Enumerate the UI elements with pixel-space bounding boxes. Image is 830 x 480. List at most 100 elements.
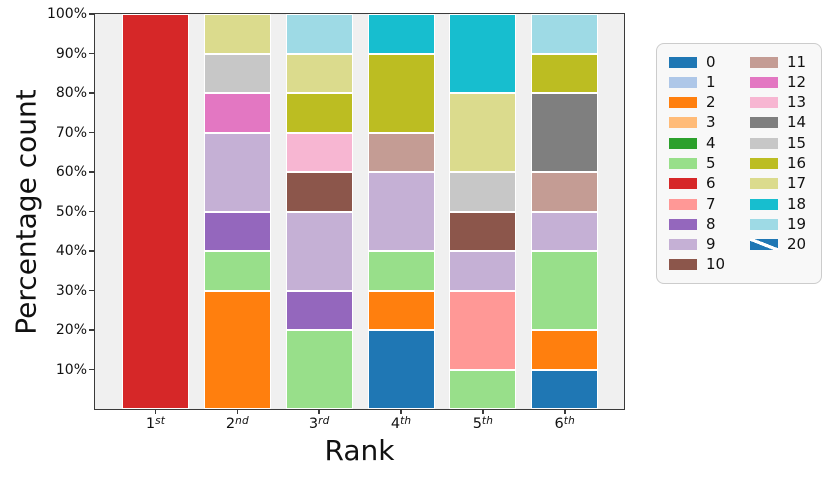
x-tick-label: 2nd [225,415,249,432]
legend-swatch [750,117,778,129]
legend-item: 18 [750,194,813,213]
bar-segment [449,172,517,212]
legend-label: 15 [787,133,807,152]
legend-label: 1 [706,72,716,91]
legend-label: 12 [787,72,807,91]
legend-swatch [750,178,778,190]
legend-item: 16 [750,155,813,171]
legend-item: 11 [750,52,813,71]
legend-item: 13 [750,95,813,110]
bar-segment [203,14,271,54]
y-tick-mark [89,289,95,292]
bar-segment [285,132,353,172]
y-tick-mark [89,250,95,252]
legend-item: 8 [669,216,750,232]
y-tick-label: 80% [55,85,87,101]
legend-label: 0 [706,52,716,71]
legend-item: 2 [669,95,750,110]
y-tick-mark [89,131,95,134]
legend-item: 4 [669,133,750,152]
bar-segment [122,14,189,409]
legend-label: 11 [787,52,807,71]
legend: 0 1 2 3 4 5 6 7 8 9 10 11 12 13 14 15 16 17 18 19 20 [656,43,822,284]
y-axis-label: Percentage count [9,89,43,335]
bar-segment [449,290,517,370]
legend-item: 15 [750,133,813,152]
legend-label: 18 [787,194,807,213]
legend-swatch [750,97,778,109]
bar-segment [367,14,435,54]
legend-swatch-hatched [750,239,778,251]
legend-label: 4 [706,133,716,152]
x-tick-label: 6th [554,415,575,432]
bar-segment [449,14,517,93]
bar-segment [285,14,353,54]
bar-segment [367,251,435,291]
bar-segment [285,330,353,409]
x-tick-label: 3rd [308,415,330,432]
x-tick-label: 1st [145,415,166,432]
stacked-bar [531,14,599,409]
legend-swatch [669,117,697,129]
bar-segment [203,290,271,409]
legend-item: 3 [669,115,750,130]
bar-segment [285,211,353,291]
legend-swatch [750,157,778,169]
legend-label: 5 [706,153,716,172]
legend-label: 17 [787,174,807,193]
legend-swatch [750,198,778,210]
y-tick-mark [89,52,95,55]
y-tick-mark [89,329,95,331]
x-tick-mark [482,409,484,414]
legend-item: 20 [750,237,813,252]
bar-segment [367,53,435,133]
bar-segment [531,14,599,54]
x-tick-mark [318,409,321,414]
legend-item: 1 [669,72,750,91]
legend-label: 7 [706,194,716,213]
bar-segment [449,211,517,251]
legend-item: 0 [669,52,750,71]
legend-item: 7 [669,194,750,213]
bar-segment [203,93,271,133]
bar-segment [531,53,599,93]
y-tick-label: 20% [55,322,87,338]
bar-segment [531,251,599,330]
legend-item: 19 [750,214,813,233]
y-tick-label: 90% [55,45,87,62]
x-tick-label: 4th [390,415,412,432]
stacked-bar [285,14,353,409]
legend-item: 10 [669,257,750,272]
bar-segment [285,172,353,212]
stacked-bar [449,14,517,409]
stacked-bar [122,14,189,409]
bar-segment [449,93,517,172]
stacked-bar [203,14,271,409]
y-tick-label: 100% [46,6,87,22]
y-tick-mark [89,368,95,371]
bar-segment [531,369,599,409]
bar-segment [203,132,271,212]
legend-label: 19 [787,214,807,233]
legend-item: 12 [750,72,813,91]
legend-label: 14 [787,113,807,132]
legend-swatch [669,76,697,88]
bar-segment [285,93,353,133]
y-tick-label: 70% [55,124,87,141]
legend-item: 9 [669,237,750,252]
legend-swatch [669,198,697,210]
y-tick-label: 60% [55,164,87,180]
bar-segment [449,369,517,409]
legend-swatch [669,218,697,230]
x-tick-mark [400,409,402,414]
legend-label: 2 [706,93,716,112]
bar-segment [285,290,353,330]
legend-item: 6 [669,176,750,191]
y-tick-mark [89,13,95,15]
y-tick-mark [89,171,95,173]
legend-swatch [750,218,778,230]
bar-segment [449,251,517,291]
legend-swatch [750,137,778,149]
bar-segment [367,172,435,251]
